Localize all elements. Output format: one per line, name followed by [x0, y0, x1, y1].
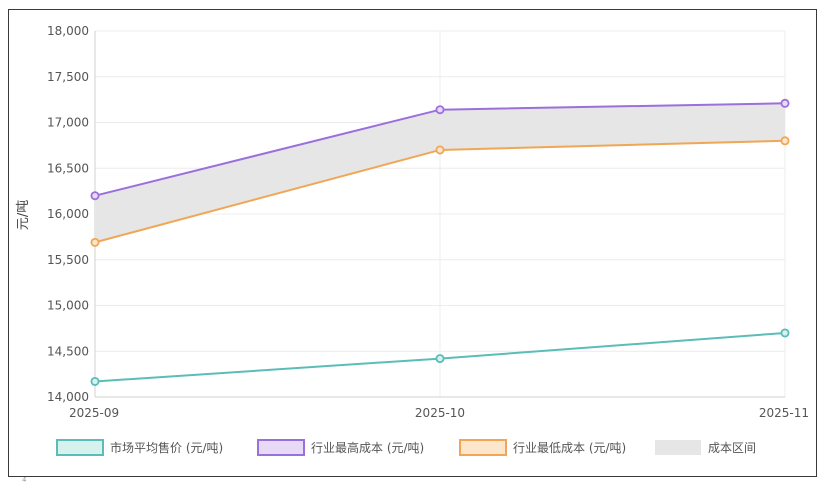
line-chart: 14,000 14,500 15,000 15,500 16,000 16,500 17,0…	[16, 24, 809, 456]
x-tick-label: 2025-10	[415, 406, 465, 420]
legend-label: 行业最低成本 (元/吨)	[513, 441, 626, 455]
chart-frame: 14,000 14,500 15,000 15,500 16,000 16,500 17,0…	[8, 9, 817, 477]
legend-item[interactable]: 行业最低成本 (元/吨)	[459, 439, 626, 456]
cost-range-area	[95, 103, 785, 243]
legend-swatch	[655, 440, 701, 455]
data-point[interactable]	[90, 191, 100, 201]
y-tick-label: 14,000	[47, 390, 89, 404]
data-point[interactable]	[90, 237, 100, 247]
legend-label: 行业最高成本 (元/吨)	[311, 440, 424, 455]
legend-item[interactable]: 行业最高成本 (元/吨)	[257, 439, 424, 456]
y-tick-label: 16,000	[47, 207, 89, 221]
legend-item[interactable]: 成本区间	[655, 440, 756, 455]
data-point[interactable]	[435, 145, 445, 155]
legend-label: 市场平均售价 (元/吨)	[110, 440, 223, 455]
y-axis-label: 元/吨	[16, 200, 31, 230]
data-point[interactable]	[780, 98, 790, 108]
legend-swatch	[56, 439, 104, 456]
legend: 市场平均售价 (元/吨) 行业最高成本 (元/吨) 行业最低成本 (元/吨) 成本区间	[56, 439, 756, 456]
legend-swatch	[257, 439, 305, 456]
footer-glyph: ⁴	[22, 475, 27, 488]
data-point[interactable]	[780, 328, 790, 338]
x-tick-label: 2025-09	[69, 406, 119, 420]
legend-label: 成本区间	[708, 441, 756, 455]
x-tick-label: 2025-11	[759, 406, 809, 420]
y-tick-label: 16,500	[47, 161, 89, 175]
data-point[interactable]	[435, 354, 445, 364]
x-axis-ticks: 2025-09 2025-10 2025-11	[69, 406, 809, 420]
y-tick-label: 15,000	[47, 299, 89, 313]
y-tick-label: 17,000	[47, 116, 89, 130]
legend-item[interactable]: 市场平均售价 (元/吨)	[56, 439, 223, 456]
data-point[interactable]	[90, 376, 100, 386]
y-tick-label: 18,000	[47, 24, 89, 38]
data-point[interactable]	[780, 136, 790, 146]
cost-range-band	[95, 103, 785, 243]
legend-swatch	[459, 439, 507, 456]
y-tick-label: 17,500	[47, 70, 89, 84]
data-point[interactable]	[435, 105, 445, 115]
series-points	[90, 98, 790, 386]
y-tick-label: 14,500	[47, 344, 89, 358]
y-axis-ticks: 14,000 14,500 15,000 15,500 16,000 16,500 17,0…	[47, 24, 89, 404]
y-tick-label: 15,500	[47, 253, 89, 267]
